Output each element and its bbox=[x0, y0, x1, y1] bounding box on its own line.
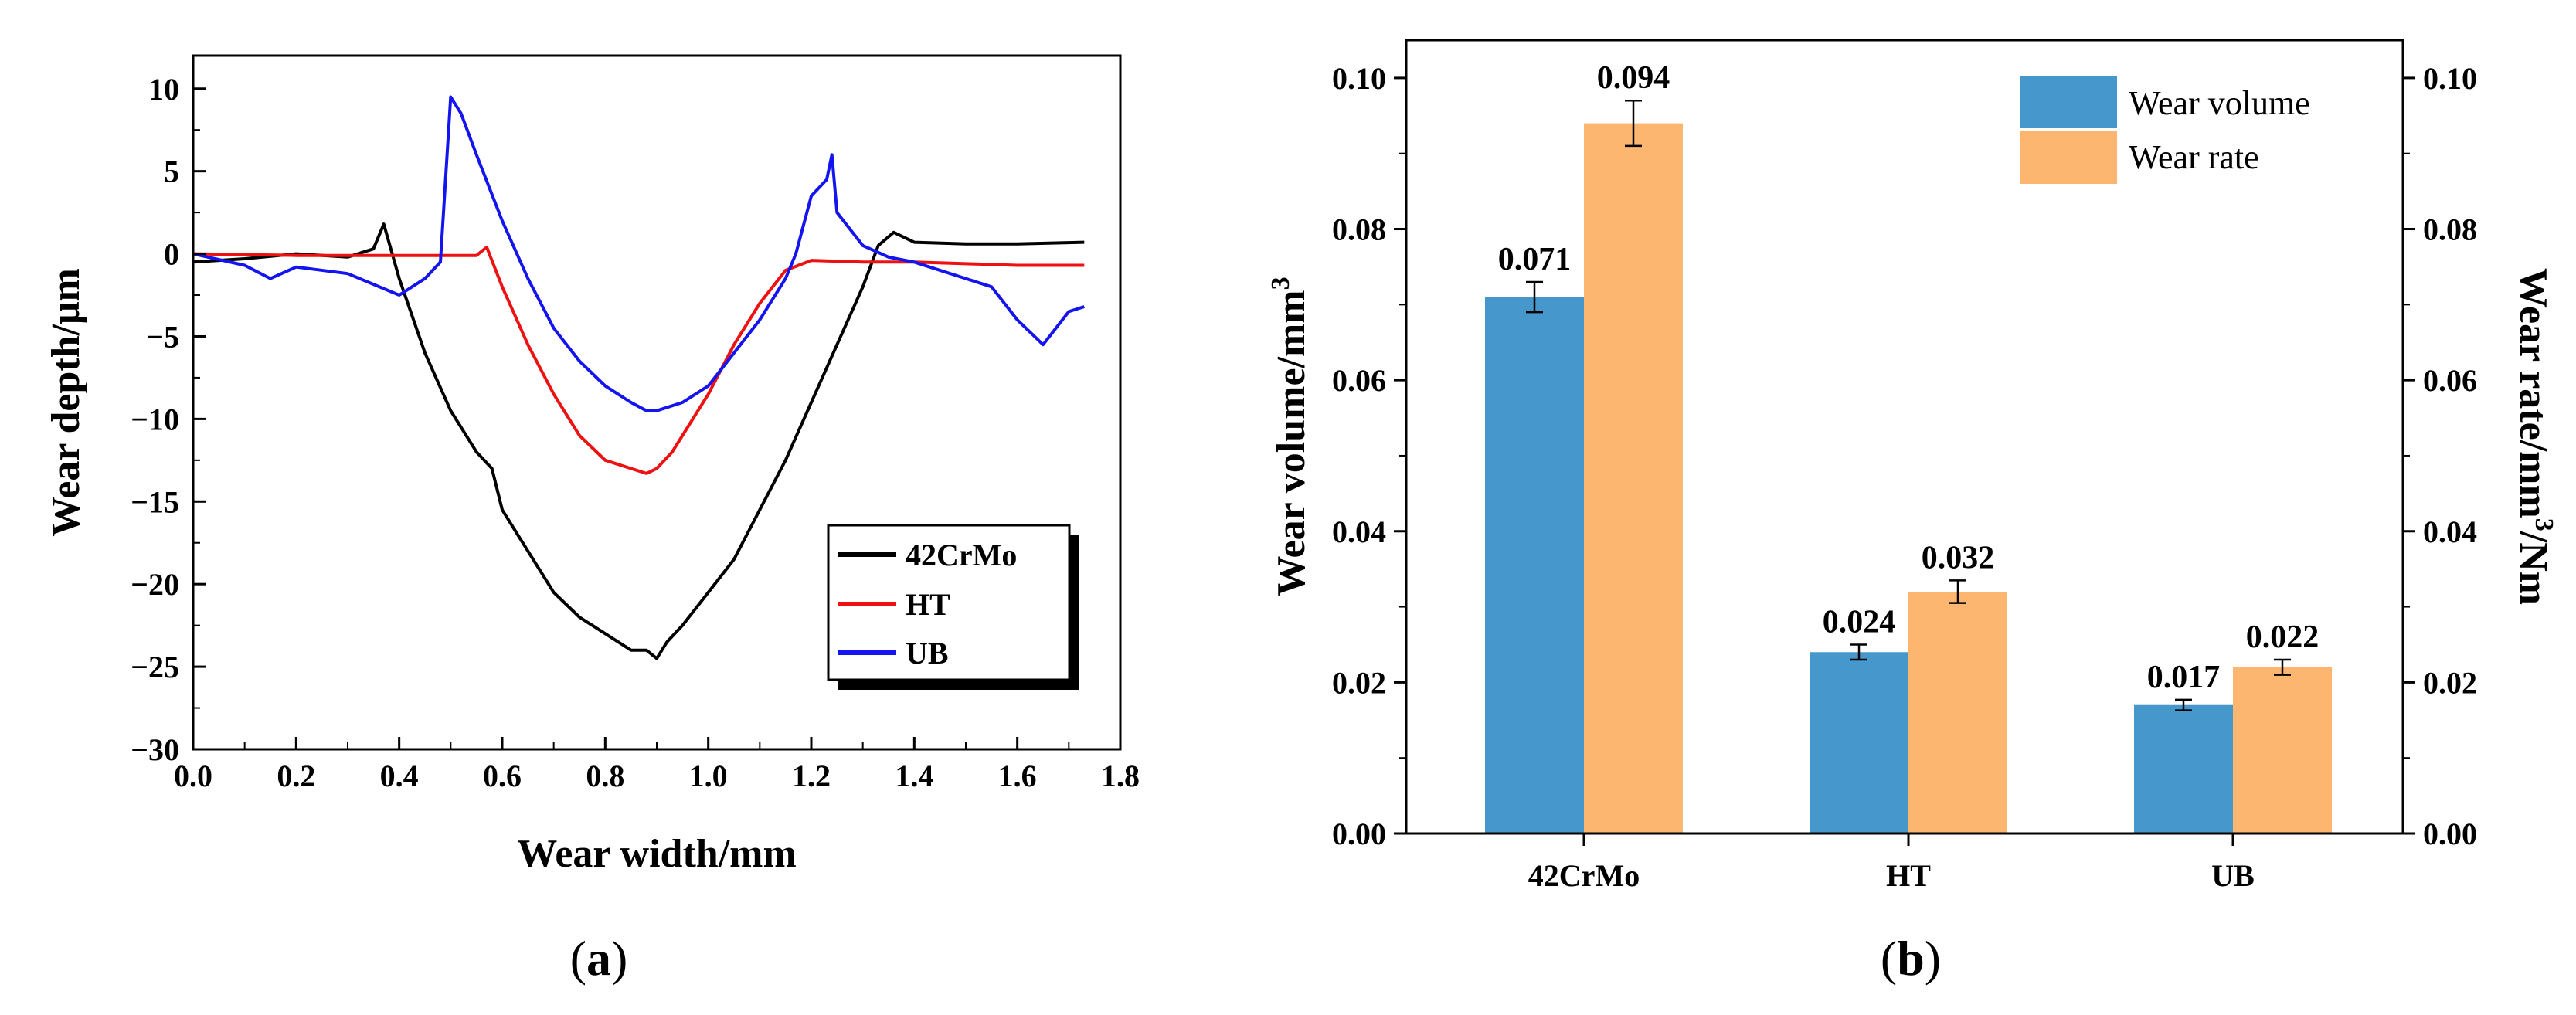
data-label-wear-rate-ub: 0.022 bbox=[2246, 620, 2319, 655]
panel-a-caption-open: ( bbox=[570, 931, 586, 986]
series-line-ht bbox=[192, 246, 1085, 475]
panel-a-y-axis-title: Wear depth/μm bbox=[44, 268, 88, 537]
panel-b-right-y-axis-title: Wear rate/mm3/Nm bbox=[2511, 268, 2558, 605]
panel-b-x-ticks: 42CrMo HT UB bbox=[1528, 833, 2255, 893]
a-y-tick-label: −20 bbox=[131, 567, 179, 602]
panel-b-caption-open: ( bbox=[1881, 931, 1897, 986]
data-label-wear-rate-ht: 0.032 bbox=[1922, 540, 1995, 575]
a-y-tick-label: 10 bbox=[148, 72, 179, 107]
legend-42crmo-label: 42CrMo bbox=[906, 538, 1017, 572]
a-y-tick-label: 0 bbox=[164, 237, 179, 272]
bar-wear-rate-ub bbox=[2233, 667, 2332, 833]
series-line-42crmo bbox=[192, 222, 1085, 660]
bar-wear-volume-ub bbox=[2134, 704, 2233, 833]
a-x-tick-label: 0.2 bbox=[277, 759, 315, 793]
panel-b-caption: (b) bbox=[1881, 931, 1941, 986]
b-left-y-tick-label: 0.06 bbox=[1332, 363, 1386, 398]
legend-wear-rate-swatch bbox=[2020, 131, 2117, 184]
panel-b-left-y-axis-title-sup: 3 bbox=[1266, 277, 1295, 290]
panel-b-right-y-axis-title-base: Wear rate/mm bbox=[2511, 268, 2555, 518]
legend-wear-volume-swatch bbox=[2020, 76, 2117, 128]
panel-b-right-y-axis-title-tail: /Nm bbox=[2511, 531, 2555, 605]
legend-wear-volume-label: Wear volume bbox=[2129, 84, 2310, 122]
bar-wear-volume-ht bbox=[1810, 652, 1908, 833]
a-x-tick-label: 1.2 bbox=[792, 759, 831, 793]
a-y-tick-label: −5 bbox=[146, 319, 179, 354]
b-right-y-tick-label: 0.02 bbox=[2423, 665, 2477, 700]
a-y-tick-label: −30 bbox=[131, 732, 179, 767]
a-x-tick-label: 0.8 bbox=[586, 759, 624, 793]
b-left-y-tick-label: 0.10 bbox=[1332, 61, 1386, 96]
b-left-y-tick-label: 0.04 bbox=[1332, 514, 1386, 549]
b-left-y-tick-label: 0.02 bbox=[1332, 665, 1386, 700]
panel-b-plot-frame bbox=[1405, 39, 2404, 835]
bar-wear-volume-42crmo bbox=[1485, 297, 1584, 833]
a-x-tick-label: 1.6 bbox=[998, 759, 1037, 793]
panel-b-right-y-axis-title-sup: 3 bbox=[2530, 518, 2558, 531]
panel-b-left-y-ticks: 0.00 0.02 0.04 0.06 0.08 0.10 bbox=[1332, 61, 1406, 851]
b-x-tick-label: UB bbox=[2211, 858, 2255, 893]
b-right-y-tick-label: 0.00 bbox=[2423, 816, 2477, 851]
panel-a-series-lines bbox=[192, 95, 1085, 660]
b-left-y-tick-label: 0.00 bbox=[1332, 816, 1386, 851]
panel-a-caption-close: ) bbox=[611, 931, 627, 986]
a-y-tick-label: −10 bbox=[131, 402, 179, 436]
legend-ub-label: UB bbox=[906, 636, 949, 670]
bar-wear-rate-42crmo bbox=[1584, 123, 1683, 834]
a-x-tick-label: 0.6 bbox=[483, 759, 522, 793]
panel-b-caption-close: ) bbox=[1925, 931, 1941, 986]
b-right-y-tick-label: 0.10 bbox=[2423, 61, 2477, 96]
panel-b-caption-letter: b bbox=[1897, 931, 1925, 986]
a-x-tick-label: 1.8 bbox=[1101, 759, 1140, 793]
panel-b-right-y-ticks: 0.00 0.02 0.04 0.06 0.08 0.10 bbox=[2403, 61, 2477, 851]
a-y-tick-label: −15 bbox=[131, 484, 179, 519]
legend-wear-rate-label: Wear rate bbox=[2129, 138, 2259, 176]
b-x-tick-label: HT bbox=[1886, 858, 1931, 893]
legend-ht-label: HT bbox=[906, 587, 950, 622]
b-right-y-tick-label: 0.08 bbox=[2423, 212, 2477, 247]
panel-a-caption-letter: a bbox=[586, 931, 611, 986]
panel-b-left-y-axis-title-base: Wear volume/mm bbox=[1269, 290, 1313, 596]
panel-a: 0.0 0.2 0.4 0.6 0.8 1.0 1.2 1.4 1.6 1.8 10 5 0 −5 −10… bbox=[44, 54, 1140, 986]
panel-a-x-ticks: 0.0 0.2 0.4 0.6 0.8 1.0 1.2 1.4 1.6 1.8 bbox=[174, 737, 1140, 793]
panel-b-left-y-axis-title: Wear volume/mm3 bbox=[1266, 277, 1313, 596]
data-label-wear-volume-42crmo: 0.071 bbox=[1498, 242, 1572, 277]
a-x-tick-label: 1.4 bbox=[895, 759, 933, 793]
a-y-tick-label: 5 bbox=[164, 154, 179, 189]
b-left-y-tick-label: 0.08 bbox=[1332, 212, 1386, 247]
panel-b-legend: Wear volume Wear rate bbox=[2020, 76, 2310, 184]
series-line-ub bbox=[192, 95, 1085, 412]
data-label-wear-volume-ub: 0.017 bbox=[2147, 660, 2221, 695]
data-label-wear-rate-42crmo: 0.094 bbox=[1597, 60, 1670, 96]
b-x-tick-label: 42CrMo bbox=[1528, 858, 1640, 893]
panel-a-x-axis-title: Wear width/mm bbox=[517, 832, 797, 876]
panel-b-bars: 0.071 0.094 0.024 0.032 0.017 0.022 bbox=[1485, 60, 2332, 834]
a-x-tick-label: 0.0 bbox=[174, 759, 212, 793]
bar-wear-rate-ht bbox=[1908, 592, 2007, 833]
panel-a-legend: 42CrMo HT UB bbox=[827, 524, 1079, 690]
data-label-wear-volume-ht: 0.024 bbox=[1823, 604, 1896, 640]
panel-a-caption: (a) bbox=[570, 931, 628, 986]
a-x-tick-label: 0.4 bbox=[380, 759, 419, 793]
panel-a-y-ticks: 10 5 0 −5 −10 −15 −20 −25 −30 bbox=[131, 72, 206, 767]
b-right-y-tick-label: 0.04 bbox=[2423, 514, 2477, 549]
b-right-y-tick-label: 0.06 bbox=[2423, 363, 2477, 398]
a-x-tick-label: 1.0 bbox=[689, 759, 728, 793]
a-y-tick-label: −25 bbox=[131, 650, 179, 684]
